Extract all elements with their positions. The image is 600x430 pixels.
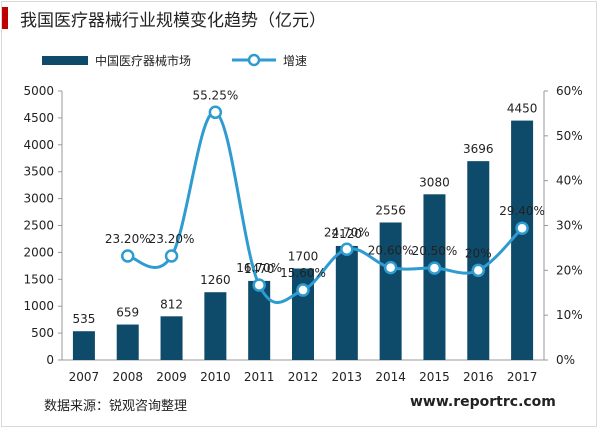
x-tick-label: 2014 <box>375 370 406 384</box>
x-tick-label: 2011 <box>244 370 275 384</box>
x-tick-label: 2013 <box>332 370 363 384</box>
x-tick-label: 2017 <box>507 370 538 384</box>
left-tick-label: 2500 <box>23 219 54 233</box>
bar <box>72 331 95 360</box>
left-tick-label: 3000 <box>23 192 54 206</box>
bar-value-label: 659 <box>116 306 139 320</box>
left-tick-label: 2000 <box>23 245 54 259</box>
growth-point <box>383 260 398 275</box>
bar-value-label: 812 <box>160 297 183 311</box>
growth-value-label: 24.70% <box>324 225 370 239</box>
right-tick-label: 0% <box>556 353 575 367</box>
x-tick-label: 2007 <box>69 370 100 384</box>
bar-value-label: 4450 <box>507 102 538 116</box>
x-tick-label: 2010 <box>200 370 231 384</box>
left-axis-ticks: 0 500 1000 1500 2000 2500 3000 3500 4000 4500 5000 <box>23 84 62 367</box>
bar <box>160 316 183 360</box>
growth-point <box>120 249 135 263</box>
bar-value-label: 2556 <box>375 203 406 217</box>
growth-point <box>164 249 179 263</box>
right-axis-ticks: 0% 10% 20% 30% 40% 50% 60% <box>544 84 583 367</box>
growth-point <box>340 242 354 257</box>
growth-value-label: 20.50% <box>412 244 458 258</box>
source-note: 数据来源：锐观咨询整理 <box>44 399 188 414</box>
bar-value-label: 3696 <box>463 142 494 156</box>
bar <box>423 194 446 360</box>
bar <box>248 280 271 360</box>
left-tick-label: 4500 <box>23 111 54 125</box>
x-tick-label: 2016 <box>463 370 494 384</box>
right-tick-label: 20% <box>556 263 583 277</box>
x-axis-ticks: 2007 2008 2009 2010 2011 2012 2013 2014 2015 2016… <box>69 370 538 384</box>
right-tick-label: 50% <box>556 129 583 143</box>
growth-value-label: 16.70% <box>236 261 282 275</box>
growth-labels: 23.20%23.20% 55.25% 16.70%15.60% 24.70% 20.6… <box>105 88 545 280</box>
bar-value-label: 1700 <box>288 250 319 264</box>
bar-value-label: 2120 <box>332 227 363 241</box>
legend: 中国医疗器械市场 增速 <box>42 53 307 68</box>
bar-value-label: 3080 <box>419 175 450 189</box>
right-tick-label: 40% <box>556 174 583 188</box>
growth-point <box>208 105 223 120</box>
left-tick-label: 5000 <box>23 84 54 98</box>
right-tick-label: 60% <box>556 84 583 98</box>
bar <box>335 245 358 360</box>
x-tick-label: 2015 <box>419 370 450 384</box>
left-tick-label: 3500 <box>23 165 54 179</box>
growth-value-label: 55.25% <box>192 88 238 102</box>
left-tick-label: 4000 <box>23 138 54 152</box>
growth-value-label: 23.20% <box>149 232 195 246</box>
bar <box>204 292 227 360</box>
left-tick-label: 1000 <box>23 299 54 313</box>
legend-bar-label: 中国医疗器械市场 <box>95 53 191 68</box>
x-tick-label: 2012 <box>288 370 319 384</box>
bar <box>511 120 534 360</box>
growth-value-label: 20% <box>465 246 492 260</box>
legend-bar-swatch <box>42 56 88 65</box>
chart-title: 我国医疗器械行业规模变化趋势（亿元） <box>20 11 326 31</box>
x-tick-label: 2009 <box>156 370 187 384</box>
right-tick-label: 10% <box>556 308 583 322</box>
growth-points <box>120 105 529 297</box>
bar <box>116 324 139 360</box>
bar-labels: 535 6598121260147017002120255630803696445… <box>72 102 537 327</box>
website-watermark: www.reportrc.com <box>410 394 556 410</box>
x-tick-label: 2008 <box>112 370 143 384</box>
bar <box>292 268 314 360</box>
bar-value-label: 1260 <box>200 273 231 287</box>
left-tick-label: 1500 <box>23 272 54 286</box>
growth-value-label: 15.60% <box>280 266 326 280</box>
growth-point <box>427 261 442 275</box>
growth-point <box>471 263 486 278</box>
legend-line-marker <box>247 53 261 67</box>
growth-point <box>296 283 310 297</box>
growth-value-label: 20.60% <box>368 244 414 258</box>
bar-value-label: 535 <box>72 312 95 326</box>
left-tick-label: 0 <box>46 353 54 367</box>
growth-point <box>515 221 529 235</box>
growth-value-label: 23.20% <box>105 232 151 246</box>
legend-line-label: 增速 <box>283 54 307 68</box>
growth-value-label: 29.40% <box>499 204 545 218</box>
growth-point <box>252 278 266 292</box>
bar <box>379 222 402 360</box>
bar <box>467 161 490 360</box>
title-accent-bar <box>2 7 8 29</box>
left-tick-label: 500 <box>31 326 54 340</box>
right-tick-label: 30% <box>556 219 583 233</box>
